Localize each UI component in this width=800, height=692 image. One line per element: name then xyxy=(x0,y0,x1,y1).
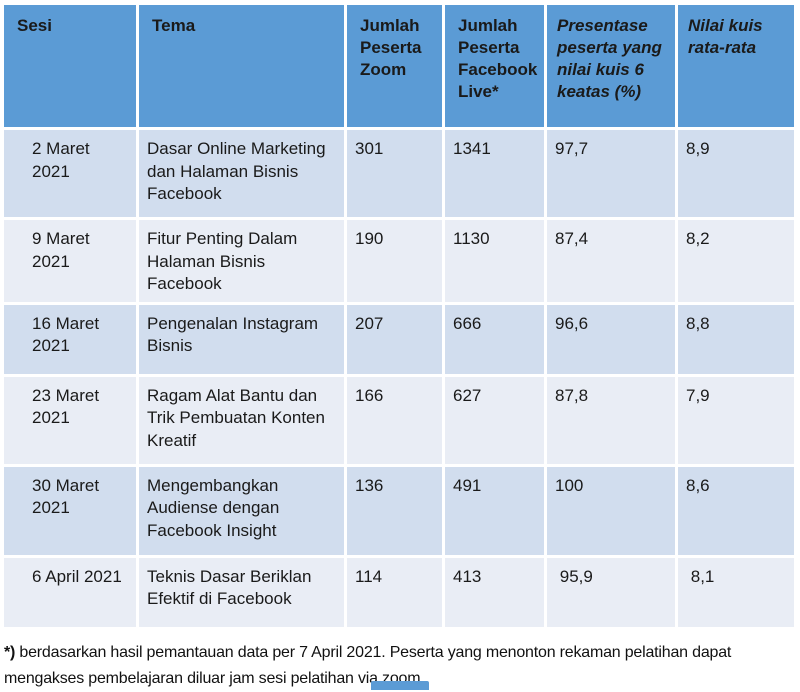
header-jumlah-peserta-zoom: Jumlah Peserta Zoom xyxy=(347,5,442,127)
table-row: 6 April 2021 Teknis Dasar Beriklan Efekti… xyxy=(4,557,794,627)
header-nilai-kuis-rata-rata: Nilai kuis rata-rata xyxy=(678,5,794,127)
session-date-cell: 23 Maret 2021 xyxy=(4,376,136,464)
header-jumlah-peserta-facebook-live: Jumlah Peserta Facebook Live* xyxy=(445,5,544,127)
session-date-cell: 9 Maret 2021 xyxy=(4,220,136,302)
header-tema: Tema xyxy=(139,5,344,127)
theme-cell: Fitur Penting Dalam Halaman Bisnis Faceb… xyxy=(139,220,344,302)
facebook-live-participants-cell: 666 xyxy=(445,304,544,374)
theme-cell: Teknis Dasar Beriklan Efektif di Faceboo… xyxy=(139,557,344,627)
quiz-pass-percentage-cell: 87,8 xyxy=(547,376,675,464)
average-quiz-score-cell: 8,9 xyxy=(678,130,794,217)
facebook-live-participants-cell: 1130 xyxy=(445,220,544,302)
zoom-participants-cell: 114 xyxy=(347,557,442,627)
bottom-blue-mark xyxy=(371,681,429,690)
footnote-text: berdasarkan hasil pemantauan data per 7 … xyxy=(4,643,732,687)
zoom-participants-cell: 301 xyxy=(347,130,442,217)
average-quiz-score-cell: 7,9 xyxy=(678,376,794,464)
training-results-table: Sesi Tema Jumlah Peserta Zoom Jumlah Pes… xyxy=(1,2,797,630)
facebook-live-participants-cell: 413 xyxy=(445,557,544,627)
quiz-pass-percentage-cell: 97,7 xyxy=(547,130,675,217)
facebook-live-participants-cell: 491 xyxy=(445,466,544,555)
table-row: 2 Maret 2021 Dasar Online Marketing dan H… xyxy=(4,130,794,217)
session-date-cell: 16 Maret 2021 xyxy=(4,304,136,374)
facebook-live-participants-cell: 627 xyxy=(445,376,544,464)
average-quiz-score-cell: 8,6 xyxy=(678,466,794,555)
zoom-participants-cell: 207 xyxy=(347,304,442,374)
table-body: 2 Maret 2021 Dasar Online Marketing dan H… xyxy=(4,130,794,627)
session-date-cell: 30 Maret 2021 xyxy=(4,466,136,555)
footnote-marker: *) xyxy=(4,643,16,661)
theme-cell: Pengenalan Instagram Bisnis xyxy=(139,304,344,374)
theme-cell: Dasar Online Marketing dan Halaman Bisni… xyxy=(139,130,344,217)
header-presentase-kuis: Presentase peserta yang nilai kuis 6 kea… xyxy=(547,5,675,127)
footnote: *) berdasarkan hasil pemantauan data per… xyxy=(4,640,762,692)
session-date-cell: 6 April 2021 xyxy=(4,557,136,627)
facebook-live-participants-cell: 1341 xyxy=(445,130,544,217)
average-quiz-score-cell: 8,8 xyxy=(678,304,794,374)
zoom-participants-cell: 166 xyxy=(347,376,442,464)
table-row: 23 Maret 2021 Ragam Alat Bantu dan Trik P… xyxy=(4,376,794,464)
average-quiz-score-cell: 8,1 xyxy=(678,557,794,627)
header-row: Sesi Tema Jumlah Peserta Zoom Jumlah Pes… xyxy=(4,5,794,127)
quiz-pass-percentage-cell: 95,9 xyxy=(547,557,675,627)
quiz-pass-percentage-cell: 96,6 xyxy=(547,304,675,374)
quiz-pass-percentage-cell: 87,4 xyxy=(547,220,675,302)
table-row: 9 Maret 2021 Fitur Penting Dalam Halaman … xyxy=(4,220,794,302)
header-sesi: Sesi xyxy=(4,5,136,127)
session-date-cell: 2 Maret 2021 xyxy=(4,130,136,217)
table-row: 16 Maret 2021 Pengenalan Instagram Bisnis… xyxy=(4,304,794,374)
theme-cell: Ragam Alat Bantu dan Trik Pembuatan Kont… xyxy=(139,376,344,464)
theme-cell: Mengembangkan Audiense dengan Facebook I… xyxy=(139,466,344,555)
zoom-participants-cell: 190 xyxy=(347,220,442,302)
table-row: 30 Maret 2021 Mengembangkan Audiense deng… xyxy=(4,466,794,555)
average-quiz-score-cell: 8,2 xyxy=(678,220,794,302)
zoom-participants-cell: 136 xyxy=(347,466,442,555)
quiz-pass-percentage-cell: 100 xyxy=(547,466,675,555)
